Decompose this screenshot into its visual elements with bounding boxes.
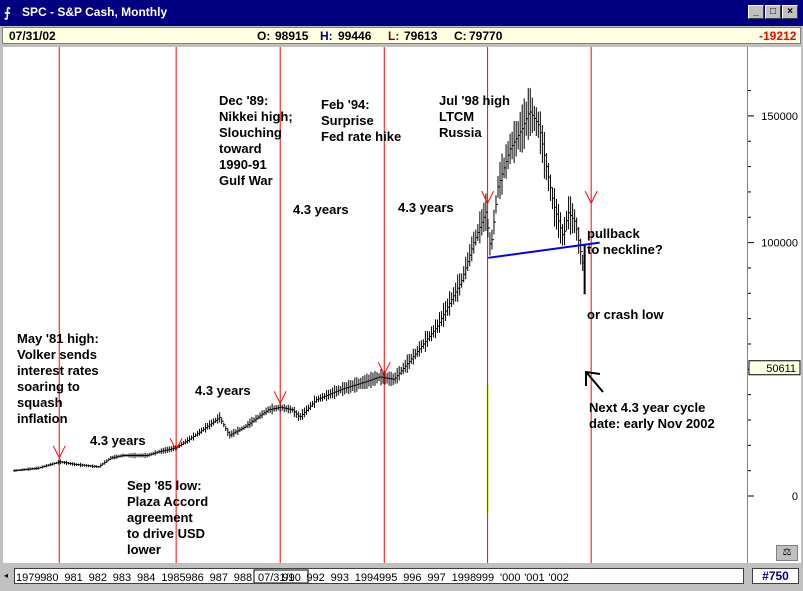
annotation-sep85-line-4: to drive USD <box>127 526 205 541</box>
last-price-box <box>748 360 801 376</box>
annotation-pullback-line-2: to neckline? <box>587 242 663 257</box>
date-axis-svg: 1979 980 981 982 983 984 1985 986 987 988 07/31/90… <box>16 569 569 584</box>
annotation-may81-line-2: Volker sends <box>17 347 97 362</box>
x-tick-label: 993 <box>331 572 349 584</box>
annotation-years-2: 4.3 years <box>195 383 251 398</box>
price-chart-area[interactable]: May '81 high: Volker sends interest rates s… <box>3 47 747 563</box>
annotation-years-3: 4.3 years <box>293 202 349 217</box>
x-tick-label: 988 <box>234 572 252 584</box>
x-tick-label: 91 <box>282 572 294 584</box>
x-tick-label: '001 <box>524 572 544 584</box>
cycle-marker-6 <box>584 190 598 205</box>
x-tick-label: 983 <box>113 572 131 584</box>
annotation-dec89-line-1: Dec '89: <box>219 93 268 108</box>
annotation-years-4: 4.3 years <box>398 200 454 215</box>
x-tick-label: 986 <box>185 572 203 584</box>
y-axis-svg: 150000 100000 0 50611 <box>748 90 801 503</box>
annotation-years-1: 4.3 years <box>90 433 146 448</box>
x-tick-label: 997 <box>427 572 445 584</box>
bar-count: #750 <box>752 568 799 584</box>
y-tick-label: 150000 <box>761 111 798 123</box>
annotation-may81-line-6: inflation <box>17 411 68 426</box>
annotation-feb94-line-3: Fed rate hike <box>321 129 401 144</box>
x-tick-label: 987 <box>210 572 228 584</box>
annotation-next-cycle-line-2: date: early Nov 2002 <box>589 416 715 431</box>
annotation-jul98-line-1: Jul '98 high <box>439 93 510 108</box>
x-tick-label: 07/31/90 <box>258 572 301 584</box>
x-tick-label: 996 <box>403 572 421 584</box>
scroll-left-icon[interactable]: ◂ <box>4 571 9 580</box>
date-axis[interactable]: 1979 980 981 982 983 984 1985 986 987 988 07/31/90… <box>14 568 744 584</box>
annotation-sep85-line-2: Plaza Accord <box>127 494 208 509</box>
low-value: 79613 <box>404 29 438 43</box>
cycle-marker-1 <box>52 445 66 459</box>
annotation-dec89-line-4: toward <box>219 141 262 156</box>
cycle-marker-2 <box>169 437 183 452</box>
annotation-next-cycle-line-1: Next 4.3 year cycle <box>589 400 705 415</box>
x-tick-label: '000 <box>500 572 520 584</box>
annotation-jul98-line-2: LTCM <box>439 109 474 124</box>
x-tick-label: 1985 <box>161 572 185 584</box>
cycle-marker-4 <box>377 361 391 376</box>
x-tick-label: 984 <box>137 572 155 584</box>
annotation-jul98-line-3: Russia <box>439 125 482 140</box>
y-tick-label: 0 <box>792 491 798 503</box>
annotation-sep85-line-1: Sep '85 low: <box>127 478 202 493</box>
next-cycle-arrowhead <box>585 370 601 386</box>
x-tick-label: 999 <box>476 572 494 584</box>
bottom-bar: ◂ 1979 980 981 982 983 984 1985 986 987 988 07/31/… <box>2 566 801 588</box>
x-tick-label: 982 <box>89 572 107 584</box>
minimize-button[interactable]: _ <box>748 5 764 19</box>
change-value: -19212 <box>759 29 797 43</box>
annotation-may81-line-5: squash <box>17 395 63 410</box>
annotation-sep85-line-3: agreement <box>127 510 193 525</box>
title-bar: ⨍ SPC - S&P Cash, Monthly _ □ × <box>0 0 803 26</box>
high-value: 99446 <box>338 29 372 43</box>
annotation-may81-line-3: interest rates <box>17 363 99 378</box>
annotation-dec89-line-6: Gulf War <box>219 173 273 188</box>
x-tick-label: 981 <box>64 572 82 584</box>
quote-info-bar: 07/31/02 O: 98915 H: 99446 L: 79613 C: 7… <box>2 27 801 44</box>
annotation-feb94-line-1: Feb '94: <box>321 97 370 112</box>
annotation-sep85-line-5: lower <box>127 542 161 557</box>
window-title: SPC - S&P Cash, Monthly <box>22 5 168 19</box>
annotation-may81-line-1: May '81 high: <box>17 331 99 346</box>
current-date-marker <box>253 569 309 583</box>
quote-date: 07/31/02 <box>9 29 56 43</box>
annotation-pullback-line-1: pullback <box>587 226 641 241</box>
low-label: L: <box>388 29 400 43</box>
x-tick-label: 980 <box>40 572 58 584</box>
open-label: O: <box>257 29 271 43</box>
x-tick-label: 1979 <box>16 572 40 584</box>
chart-app-icon[interactable]: ⨍ <box>4 5 11 20</box>
x-tick-label: 992 <box>306 572 324 584</box>
cycle-marker-3 <box>273 391 287 405</box>
cycle-marker-5 <box>481 190 495 205</box>
open-value: 98915 <box>275 29 309 43</box>
y-tick-label: 100000 <box>761 238 798 250</box>
close-value: 79770 <box>469 29 503 43</box>
x-tick-label: 1994 <box>355 572 379 584</box>
maximize-button[interactable]: □ <box>765 5 781 19</box>
last-price-label: 50611 <box>766 363 796 375</box>
x-tick-label: 1998 <box>452 572 476 584</box>
annotation-crash: or crash low <box>587 307 664 322</box>
annotation-feb94-line-2: Surprise <box>321 113 374 128</box>
annotation-dec89-line-2: Nikkei high; <box>219 109 293 124</box>
y-axis[interactable]: 150000 100000 0 50611 ⚖ <box>747 47 801 563</box>
annotation-dec89-line-3: Slouching <box>219 125 282 140</box>
annotation-dec89-line-5: 1990-91 <box>219 157 267 172</box>
zoom-icon[interactable]: ⚖ <box>776 545 798 561</box>
neckline <box>488 241 600 259</box>
x-tick-label: '002 <box>548 572 568 584</box>
high-label: H: <box>320 29 333 43</box>
annotation-may81-line-4: soaring to <box>17 379 80 394</box>
x-tick-label: 995 <box>379 572 397 584</box>
close-button[interactable]: × <box>782 5 798 19</box>
next-cycle-arrow <box>586 372 604 393</box>
price-bars <box>13 87 586 472</box>
close-label: C: <box>454 29 467 43</box>
